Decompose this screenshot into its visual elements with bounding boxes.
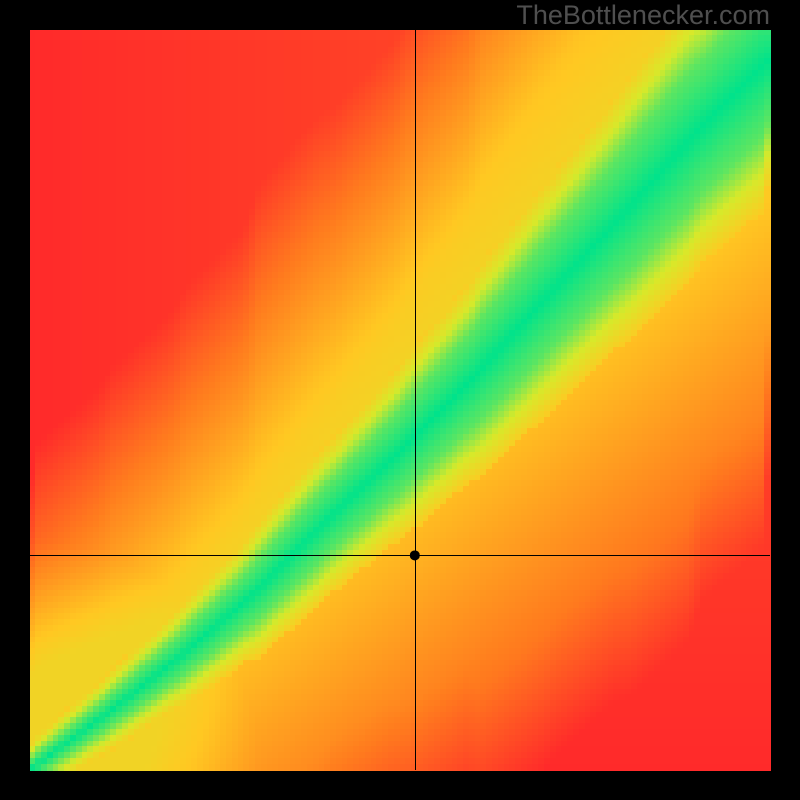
bottleneck-heatmap <box>0 0 800 800</box>
chart-container: TheBottlenecker.com <box>0 0 800 800</box>
attribution-text: TheBottlenecker.com <box>516 0 770 31</box>
